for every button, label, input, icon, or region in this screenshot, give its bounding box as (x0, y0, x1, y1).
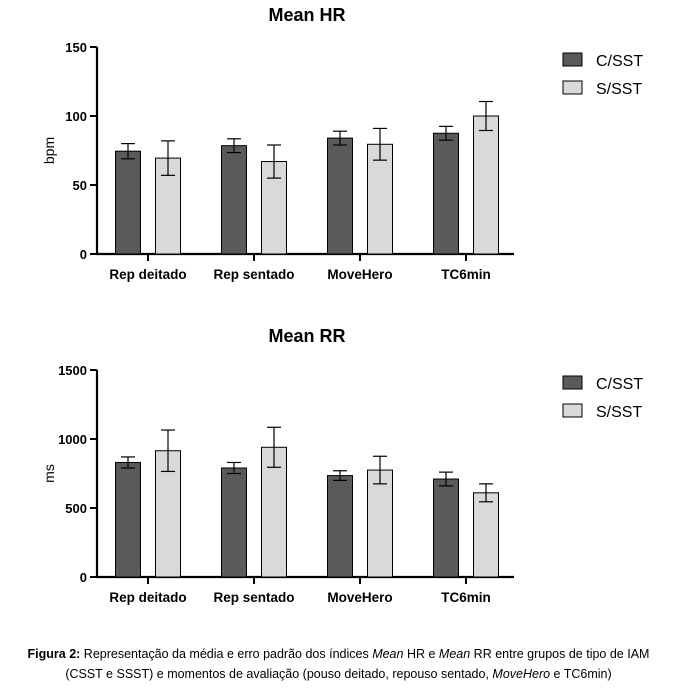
legend-label: S/SST (596, 404, 642, 421)
x-tick-label: MoveHero (327, 590, 392, 605)
legend-swatch (562, 403, 583, 418)
y-tick-label: 150 (65, 40, 87, 55)
chart-title: Mean RR (268, 326, 345, 346)
x-tick-label: MoveHero (327, 267, 392, 282)
x-tick-label: Rep deitado (109, 267, 186, 282)
legend-label: C/SST (596, 53, 643, 70)
bar (261, 446, 287, 578)
bar (367, 469, 393, 578)
y-tick-label: 1000 (58, 432, 87, 447)
x-tick-label: TC6min (441, 267, 491, 282)
caption-label: Figura 2: (27, 647, 81, 661)
y-tick-label: 1500 (58, 363, 87, 378)
legend-swatch (562, 375, 583, 390)
y-tick-label: 50 (73, 178, 87, 193)
x-tick-label: Rep deitado (109, 590, 186, 605)
bar (367, 143, 393, 255)
legend-label: C/SST (596, 376, 643, 393)
legend-swatch (562, 52, 583, 67)
bar (473, 115, 499, 255)
bar (327, 137, 353, 255)
bar (115, 461, 141, 578)
bar (221, 145, 247, 255)
y-axis-label: ms (41, 464, 57, 483)
bar (473, 492, 499, 578)
y-tick-label: 500 (65, 501, 87, 516)
bar (433, 478, 459, 578)
bar (115, 150, 141, 255)
legend-label: S/SST (596, 81, 642, 98)
y-tick-label: 0 (80, 247, 87, 262)
charts-canvas: Mean HR bpm 0 50 100 150 Rep deitado Rep sentad… (41, 5, 643, 605)
legend-swatch (562, 80, 583, 95)
y-tick-label: 100 (65, 109, 87, 124)
bar (433, 132, 459, 255)
bar (221, 467, 247, 578)
x-tick-label: Rep sentado (213, 267, 294, 282)
y-axis-label: bpm (41, 137, 57, 164)
bar (327, 475, 353, 578)
figure-caption: Figura 2: Representação da média e erro … (27, 647, 650, 681)
x-tick-label: Rep sentado (213, 590, 294, 605)
y-tick-label: 0 (80, 570, 87, 585)
chart-title: Mean HR (268, 5, 345, 25)
x-tick-label: TC6min (441, 590, 491, 605)
